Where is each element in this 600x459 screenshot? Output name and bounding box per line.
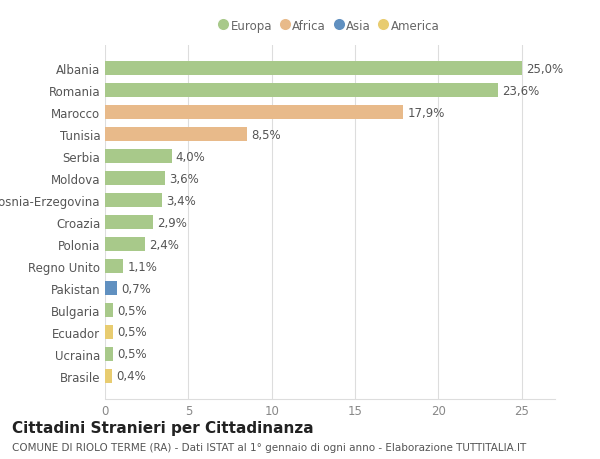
Bar bbox=[105, 325, 113, 339]
Text: 25,0%: 25,0% bbox=[526, 62, 563, 76]
Bar bbox=[105, 281, 116, 296]
Bar bbox=[105, 150, 172, 164]
Bar bbox=[105, 347, 113, 361]
Bar bbox=[105, 303, 113, 318]
Text: COMUNE DI RIOLO TERME (RA) - Dati ISTAT al 1° gennaio di ogni anno - Elaborazion: COMUNE DI RIOLO TERME (RA) - Dati ISTAT … bbox=[12, 442, 526, 452]
Text: 0,7%: 0,7% bbox=[121, 282, 151, 295]
Text: 3,4%: 3,4% bbox=[166, 194, 196, 207]
Text: 2,4%: 2,4% bbox=[149, 238, 179, 251]
Text: 0,5%: 0,5% bbox=[118, 348, 147, 361]
Text: 0,4%: 0,4% bbox=[116, 369, 146, 383]
Text: 4,0%: 4,0% bbox=[176, 151, 206, 163]
Text: 0,5%: 0,5% bbox=[118, 326, 147, 339]
Legend: Europa, Africa, Asia, America: Europa, Africa, Asia, America bbox=[217, 17, 443, 36]
Bar bbox=[105, 106, 403, 120]
Text: 1,1%: 1,1% bbox=[128, 260, 157, 273]
Bar bbox=[105, 84, 499, 98]
Bar bbox=[105, 369, 112, 383]
Text: Cittadini Stranieri per Cittadinanza: Cittadini Stranieri per Cittadinanza bbox=[12, 420, 314, 435]
Text: 17,9%: 17,9% bbox=[407, 106, 445, 119]
Text: 23,6%: 23,6% bbox=[502, 84, 540, 97]
Bar bbox=[105, 237, 145, 252]
Text: 3,6%: 3,6% bbox=[169, 172, 199, 185]
Bar bbox=[105, 259, 124, 274]
Bar bbox=[105, 194, 161, 208]
Bar bbox=[105, 215, 154, 230]
Bar bbox=[105, 128, 247, 142]
Text: 8,5%: 8,5% bbox=[251, 129, 280, 141]
Text: 2,9%: 2,9% bbox=[157, 216, 187, 229]
Bar bbox=[105, 62, 521, 76]
Text: 0,5%: 0,5% bbox=[118, 304, 147, 317]
Bar bbox=[105, 172, 165, 186]
